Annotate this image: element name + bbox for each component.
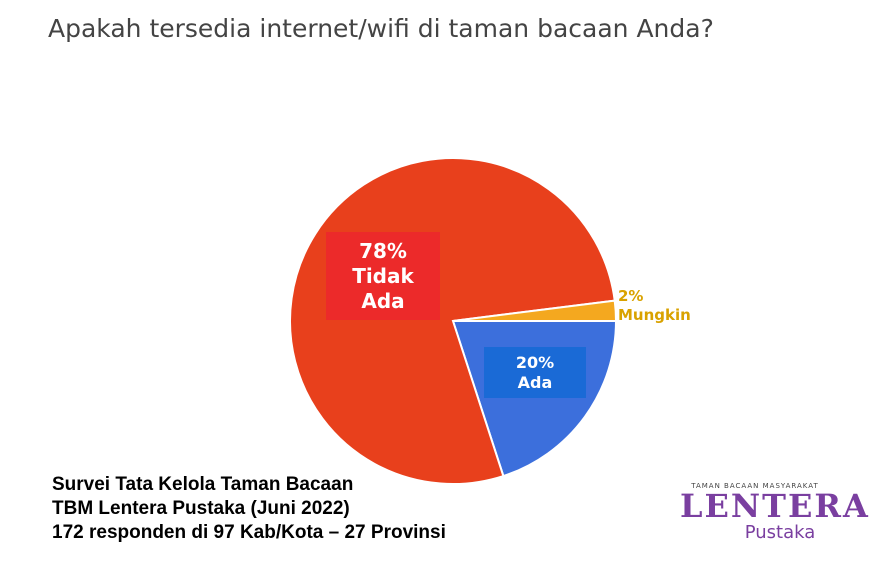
data-label: 20% Ada [484,347,586,398]
logo-subname: Pustaka [744,522,816,543]
logo-tagline: TAMAN BACAAN MASYARAKAT [691,482,819,490]
footer: Survei Tata Kelola Taman Bacaan TBM Lent… [52,473,446,545]
category-label: Ada [517,372,553,392]
category-label: Mungkin [618,305,691,324]
logo-name: LENTERA [680,487,870,525]
logo: TAMAN BACAAN MASYARAKAT LENTERA Pustaka [680,482,870,543]
chart-title: Apakah tersedia internet/wifi di taman b… [48,14,714,43]
footer-line: 172 responden di 97 Kab/Kota – 27 Provin… [52,522,446,543]
category-label: Tidak Ada [352,263,414,313]
pie-slice [452,299,618,322]
data-label: 2% Mungkin [618,287,698,327]
value-label: 78% [359,238,407,263]
footer-line: TBM Lentera Pustaka (Juni 2022) [52,498,350,519]
data-label: 78% Tidak Ada [326,232,440,320]
footer-line: Survei Tata Kelola Taman Bacaan [52,474,354,495]
value-label: 2% [618,287,644,305]
value-label: 20% [515,352,555,372]
